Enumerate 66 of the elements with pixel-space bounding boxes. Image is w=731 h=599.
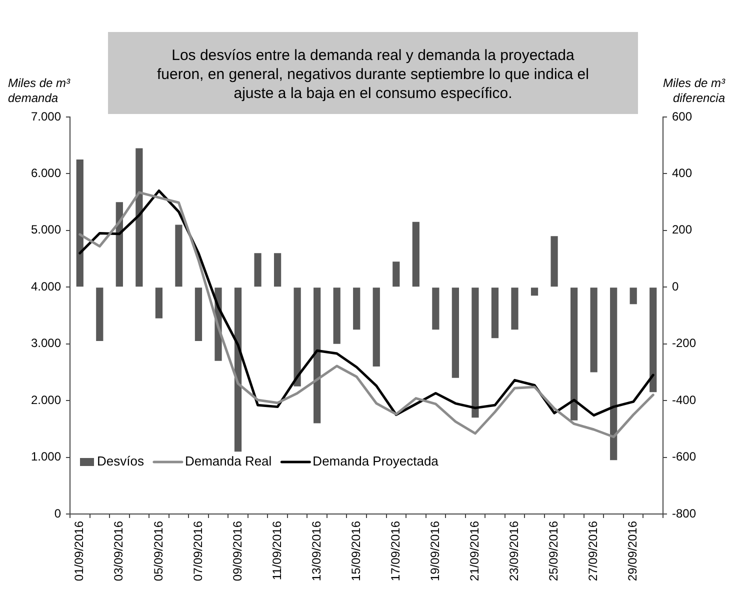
y-tick-label: 7.000 xyxy=(30,109,62,124)
bar xyxy=(550,236,558,287)
legend-label: Demanda Real xyxy=(184,454,272,469)
y-tick-label: 3.000 xyxy=(30,336,62,350)
bar xyxy=(274,253,282,287)
bar xyxy=(353,288,360,330)
y2-tick-label: -400 xyxy=(672,392,696,407)
bar xyxy=(194,288,202,342)
y2-axis-title: Miles de m³ diferencia xyxy=(662,76,725,106)
bar xyxy=(412,222,420,287)
y-tick-label: 5.000 xyxy=(30,222,62,237)
y-tick-label: 2.000 xyxy=(30,392,62,407)
bar xyxy=(570,288,578,420)
x-tick-label: 03/09/2016 xyxy=(112,520,126,582)
bar xyxy=(314,288,321,424)
bar xyxy=(511,288,518,330)
bar xyxy=(372,288,380,367)
y-tick-label: 0 xyxy=(54,506,62,520)
y2-tick-label: -200 xyxy=(672,336,696,350)
x-tick-label: 05/09/2016 xyxy=(151,520,166,582)
bar xyxy=(96,288,104,342)
x-tick-label: 23/09/2016 xyxy=(507,520,522,582)
bar xyxy=(610,288,618,460)
y2-tick-label: 400 xyxy=(672,166,692,180)
y2-tick-label: 0 xyxy=(672,279,679,294)
bar xyxy=(432,288,440,330)
bar xyxy=(333,288,340,344)
x-tick-label: 09/09/2016 xyxy=(230,520,244,582)
bar xyxy=(294,288,301,386)
y2-tick-label: -600 xyxy=(672,450,696,464)
y2-tick-label: 600 xyxy=(672,109,692,124)
bar xyxy=(650,288,657,392)
y2-tick-label: -800 xyxy=(672,506,696,520)
x-tick-label: 19/09/2016 xyxy=(428,520,442,582)
bar xyxy=(76,160,84,287)
x-tick-label: 07/09/2016 xyxy=(190,520,205,582)
bar xyxy=(254,253,262,287)
x-tick-label: 01/09/2016 xyxy=(72,520,86,582)
y-axis-title: Miles de m³ demanda xyxy=(8,76,72,106)
text: Los desvíos entre la demanda real y demanda la proyectada fueron, en general, negativos durante septiembre lo que indica el ajuste a la baja en el consumo específico. xyxy=(156,46,590,103)
x-tick-label: 15/09/2016 xyxy=(348,520,363,582)
bar xyxy=(630,288,637,304)
y-tick-label: 1.000 xyxy=(30,450,62,464)
x-tick-label: 11/09/2016 xyxy=(270,520,284,580)
bar xyxy=(155,288,163,318)
legend-label: Desvíos xyxy=(97,454,144,469)
bar xyxy=(116,202,123,287)
bar xyxy=(392,262,400,287)
bar xyxy=(590,288,598,372)
bar xyxy=(234,288,242,452)
bar xyxy=(472,288,479,418)
x-tick-label: 21/09/2016 xyxy=(468,520,482,582)
y-tick-label: 6.000 xyxy=(30,166,62,180)
bar xyxy=(530,288,538,296)
bar xyxy=(175,224,182,287)
x-tick-label: 25/09/2016 xyxy=(546,520,561,582)
y-tick-label: 4.000 xyxy=(30,279,62,294)
bar xyxy=(136,148,143,287)
x-tick-label: 17/09/2016 xyxy=(388,520,402,582)
y2-tick-label: 200 xyxy=(672,222,692,237)
bar xyxy=(491,288,499,338)
legend-label: Demanda Proyectada xyxy=(312,454,440,469)
bar xyxy=(452,288,460,378)
x-tick-label: 13/09/2016 xyxy=(309,520,324,582)
x-tick-label: 27/09/2016 xyxy=(586,520,600,582)
x-tick-label: 29/09/2016 xyxy=(626,520,640,582)
